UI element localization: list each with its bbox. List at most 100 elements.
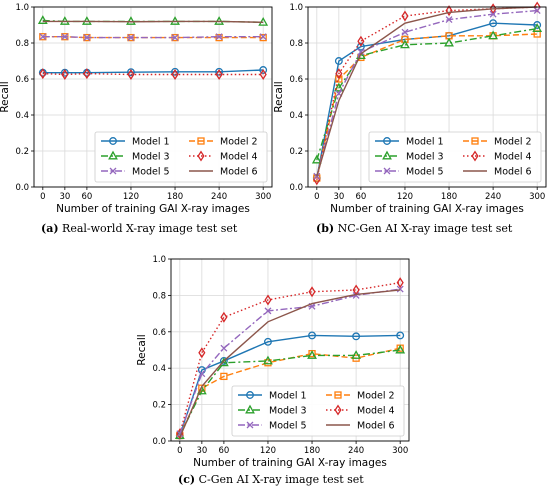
legend-entry: Model 5 <box>375 167 444 178</box>
x-tick-label: 60 <box>81 192 92 202</box>
data-point <box>220 311 228 323</box>
y-tick-label: 0.2 <box>289 147 303 157</box>
data-point <box>335 75 343 83</box>
legend-label: Model 1 <box>269 391 307 402</box>
data-point <box>61 33 69 41</box>
y-tick-label: 0.0 <box>289 183 303 193</box>
legend-entry: Model 2 <box>189 137 258 148</box>
data-point <box>198 370 206 378</box>
legend-label: Model 1 <box>132 137 170 148</box>
legend-label: Model 2 <box>494 137 532 148</box>
series-model-3 <box>311 23 543 164</box>
legend-entry: Model 1 <box>238 391 307 402</box>
legend-marker <box>334 404 342 416</box>
chart-panel-3: 0 30 60 120 180 240 300 0.0 0.2 0.4 0.6 0.8 1.0 Numbe… <box>136 255 410 469</box>
legend-marker <box>246 391 254 399</box>
series-model-4 <box>39 68 267 80</box>
legend-label: Model 3 <box>406 152 444 163</box>
data-point <box>352 291 360 299</box>
series-line <box>42 69 264 74</box>
series-line <box>179 281 401 434</box>
y-tick-label: 0.8 <box>289 39 303 49</box>
legend-entry: Model 4 <box>326 404 395 417</box>
x-axis-label: Number of training GAI X-ray images <box>56 203 250 215</box>
series-model-6 <box>316 6 538 177</box>
y-tick-label: 0.4 <box>152 364 166 374</box>
data-point <box>333 82 344 92</box>
plot-frame <box>307 6 547 188</box>
data-point <box>357 35 365 47</box>
data-point <box>357 48 365 56</box>
y-tick-label: 0.0 <box>15 183 29 193</box>
data-point <box>259 69 267 80</box>
legend-marker <box>246 421 254 429</box>
legend-marker <box>109 167 117 175</box>
data-point <box>352 332 361 341</box>
legend-entry: Model 3 <box>101 150 170 163</box>
y-tick-label: 0.6 <box>15 75 29 85</box>
legend-entry: Model 6 <box>326 421 395 432</box>
legend: Model 1 Model 2 Model 3 Model 4 Model 5 Model… <box>231 385 405 437</box>
x-tick-label: 120 <box>397 192 413 202</box>
data-point <box>215 33 223 41</box>
data-point <box>39 68 47 80</box>
legend-marker <box>108 150 118 160</box>
data-point <box>127 68 135 77</box>
data-point <box>220 344 228 352</box>
x-tick-label: 300 <box>529 192 545 202</box>
x-tick-label: 300 <box>392 446 408 456</box>
series-model-6 <box>179 289 401 438</box>
x-tick-label: 0 <box>314 192 319 202</box>
y-axis-label: Recall <box>136 334 148 365</box>
data-point <box>259 66 268 74</box>
data-point <box>445 16 453 24</box>
y-tick-label: 0.6 <box>289 75 303 85</box>
legend-entry: Model 2 <box>326 391 395 402</box>
x-tick-label: 180 <box>441 192 457 202</box>
legend-box <box>94 131 268 183</box>
legend-label: Model 5 <box>269 421 307 432</box>
data-point <box>39 33 47 41</box>
legend-label: Model 5 <box>406 167 444 178</box>
legend-entry: Model 3 <box>375 150 444 163</box>
y-axis-label: Recall <box>273 81 285 112</box>
data-point <box>488 30 499 40</box>
x-tick-label: 180 <box>304 446 320 456</box>
legend-marker <box>471 137 479 145</box>
data-point <box>308 331 316 340</box>
x-tick-label: 120 <box>260 446 276 456</box>
series-model-1 <box>38 66 268 77</box>
x-tick-label: 0 <box>40 192 45 202</box>
data-point <box>401 35 409 44</box>
legend-label: Model 2 <box>357 391 395 402</box>
x-tick-label: 180 <box>167 192 183 202</box>
data-point <box>171 69 179 80</box>
series-line <box>316 6 538 180</box>
legend-marker <box>109 137 117 145</box>
series-model-5 <box>176 285 404 438</box>
data-point <box>396 277 404 289</box>
y-tick-label: 0.8 <box>152 291 166 301</box>
data-point <box>171 34 179 42</box>
data-point <box>220 372 228 381</box>
data-point <box>489 10 497 18</box>
legend-marker <box>383 167 391 175</box>
y-tick-label: 0.6 <box>152 328 166 338</box>
series-line <box>42 72 264 76</box>
data-point <box>264 307 272 315</box>
series-model-5 <box>39 33 267 42</box>
legend-entry: Model 6 <box>463 167 532 178</box>
data-point <box>127 69 135 80</box>
x-axis-label: Number of training GAI X-ray images <box>330 203 524 215</box>
chart-panel-1: 0 30 60 120 180 240 300 0.0 0.2 0.4 0.6 0.8 1.0 Numbe… <box>0 3 273 215</box>
legend-box <box>368 131 542 183</box>
x-tick-label: 300 <box>255 192 271 202</box>
legend-box <box>231 385 405 437</box>
legend-label: Model 5 <box>132 167 170 178</box>
y-tick-label: 1.0 <box>15 3 29 13</box>
series-line <box>316 6 538 177</box>
data-point <box>308 286 316 298</box>
y-tick-label: 1.0 <box>152 255 166 265</box>
legend-marker <box>382 150 392 160</box>
